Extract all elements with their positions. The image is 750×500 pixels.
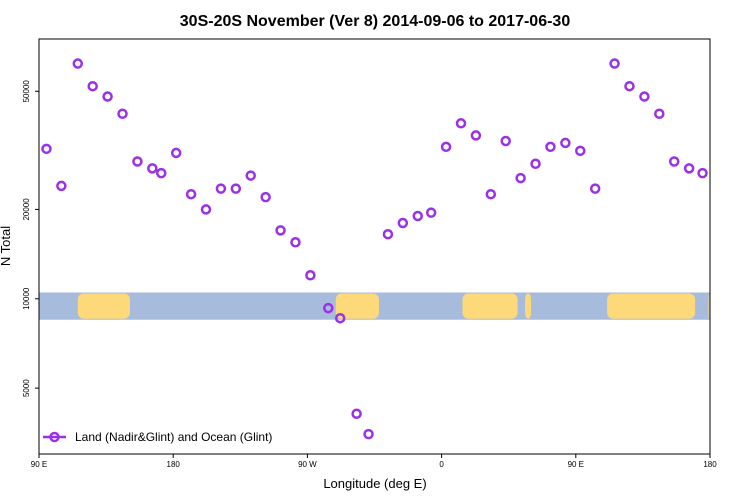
data-point — [41, 143, 52, 155]
data-point — [334, 312, 346, 324]
data-point — [545, 141, 556, 153]
x-tick-label: 180 — [167, 460, 181, 469]
y-tick-label: 20000 — [22, 198, 31, 221]
data-point — [156, 167, 167, 179]
data-point — [654, 108, 665, 120]
data-point — [697, 167, 708, 179]
data-point — [363, 428, 374, 440]
y-tick-label: 10000 — [22, 287, 31, 310]
data-point — [515, 172, 526, 184]
land-patch — [77, 293, 130, 319]
y-axis: 5000 10000 20000 50000 — [22, 80, 39, 397]
data-point — [305, 270, 316, 281]
data-point — [589, 183, 601, 194]
legend-marker — [49, 431, 60, 443]
data-points — [41, 58, 708, 440]
data-point — [185, 188, 197, 200]
data-point — [425, 207, 437, 218]
x-tick-label: 90 W — [298, 460, 317, 469]
data-point — [575, 145, 586, 157]
data-point — [609, 58, 620, 69]
chart-title: 30S-20S November (Ver 8) 2014-09-06 to 2… — [180, 13, 571, 30]
y-tick-label: 50000 — [22, 80, 31, 103]
data-point — [440, 141, 452, 153]
x-axis: 90 E 180 90 W 0 90 E 180 — [31, 454, 717, 469]
data-point — [397, 217, 409, 229]
data-point — [485, 188, 497, 200]
x-tick-label: 90 E — [568, 460, 584, 469]
data-point — [455, 118, 467, 129]
data-point — [275, 225, 286, 236]
data-point — [147, 163, 158, 174]
data-point — [351, 408, 362, 419]
data-point — [245, 170, 256, 181]
data-point — [382, 228, 394, 240]
data-point — [470, 130, 482, 141]
data-point — [117, 108, 128, 120]
y-tick-label: 5000 — [22, 379, 31, 397]
data-point — [683, 163, 695, 174]
x-tick-label: 0 — [439, 460, 444, 469]
data-point — [132, 156, 143, 167]
data-point — [639, 91, 650, 102]
data-point — [230, 183, 242, 194]
data-point — [668, 156, 680, 167]
data-point — [102, 91, 113, 102]
data-point — [500, 135, 511, 147]
data-point — [260, 191, 271, 203]
data-point — [87, 80, 98, 92]
data-point — [290, 237, 301, 248]
x-axis-label: Longitude (deg E) — [323, 476, 426, 491]
data-point — [323, 302, 334, 314]
land-patch — [525, 293, 532, 319]
data-point — [200, 204, 212, 215]
data-point — [215, 183, 227, 194]
legend-label: Land (Nadir&Glint) and Ocean (Glint) — [75, 430, 272, 444]
data-point — [72, 58, 84, 69]
data-point — [560, 137, 571, 149]
data-point — [56, 180, 67, 192]
x-tick-label: 180 — [703, 460, 717, 469]
map-band — [39, 292, 710, 320]
data-point — [624, 80, 635, 92]
x-tick-label: 90 E — [31, 460, 47, 469]
land-patch — [462, 293, 518, 319]
plot-frame — [38, 38, 711, 455]
data-point — [530, 158, 541, 169]
data-point — [170, 147, 182, 159]
land-patch — [607, 293, 696, 319]
legend: Land (Nadir&Glint) and Ocean (Glint) — [43, 430, 272, 444]
y-axis-label: N Total — [0, 226, 13, 266]
data-point — [412, 210, 423, 222]
land-patch — [335, 293, 379, 319]
